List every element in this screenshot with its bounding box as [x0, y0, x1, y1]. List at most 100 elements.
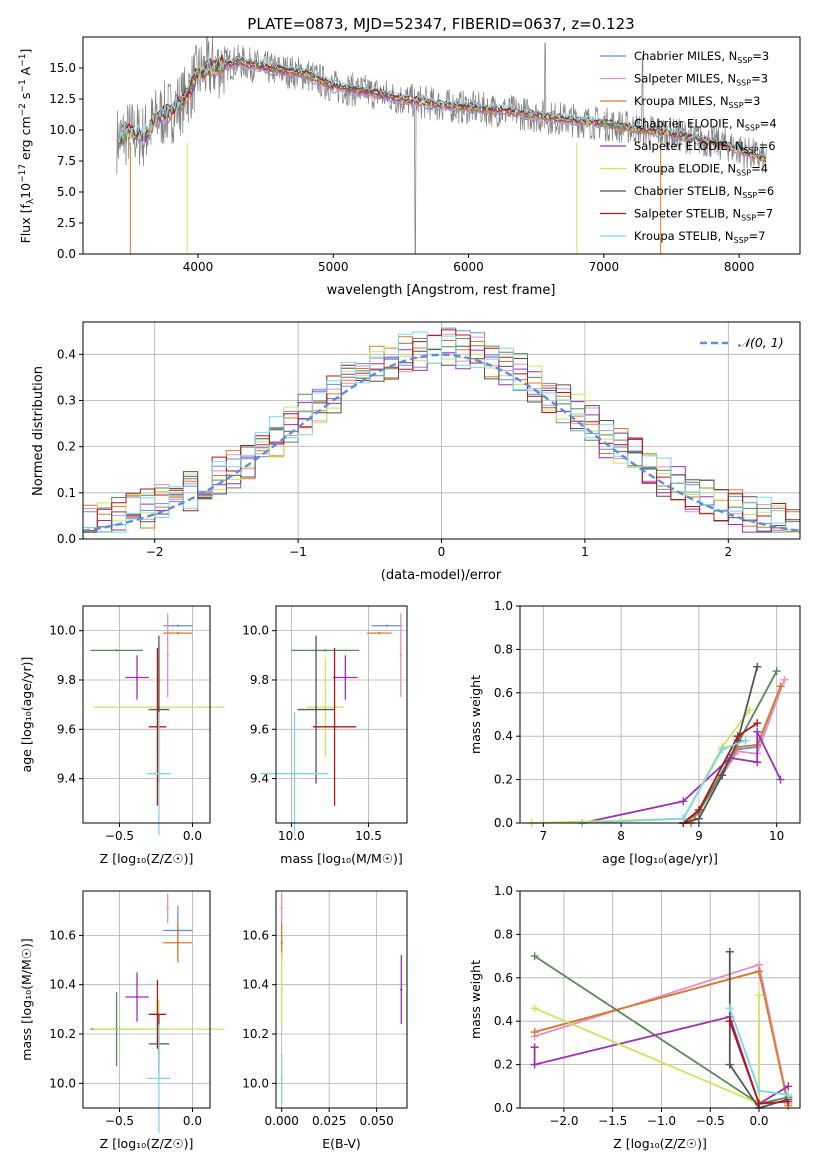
mass_weight_vs_Z-xlabel: Z [log₁₀(Z/Z☉)]: [613, 1136, 707, 1151]
legend-value: =4: [751, 162, 768, 176]
age_vs_mass-xtick-label: 10.0: [278, 829, 305, 843]
marker-salpeter_elodie: [753, 758, 762, 767]
age_vs_Z-ytick-label: 10.0: [49, 624, 76, 638]
marker-kroupa_miles: [755, 967, 764, 976]
mass_vs_ebv-ytick-label: 10.4: [242, 978, 269, 992]
marker-kroupa_miles: [776, 682, 785, 691]
legend-label-salpeter_miles: Salpeter MILES, NSSP=3: [634, 72, 768, 88]
legend-label-salpeter_elodie: Salpeter ELODIE, NSSP=6: [634, 139, 776, 155]
age_vs_Z-ytick-label: 9.8: [57, 673, 76, 687]
mass_weight_vs_age-xtick-label: 10: [769, 829, 784, 843]
point-chabrier_miles: [176, 624, 180, 627]
mass_weight_vs_age-ytick-label: 1.0: [494, 599, 513, 613]
mass-vs-Z-panel: −0.5 0.0 10.0 10.2 10.4 10.6 Z [log₁₀(Z/Z☉)] ma…: [19, 890, 225, 1151]
mass_weight_vs_age-ytick-label: 0.4: [494, 729, 513, 743]
series-salpeter_miles: [690, 679, 786, 824]
mass_weight_vs_Z-ytick-label: 0.6: [494, 971, 513, 985]
mass_vs_ebv-frame: [275, 890, 408, 1109]
mass_vs_Z-ytick-label: 10.4: [49, 978, 76, 992]
series-salpeter_stelib: [682, 722, 758, 824]
point-kroupa_stelib: [293, 772, 296, 775]
marker-salpeter_elodie: [776, 775, 785, 784]
point-salpeter_elodie: [135, 995, 139, 999]
series-kroupa_elodie: [531, 709, 751, 824]
age_vs_Z-ytick-label: 9.6: [57, 722, 76, 736]
residuals-ytick-label: 0.2: [57, 440, 76, 454]
mass_weight_vs_age-xtick-label: 7: [540, 829, 548, 843]
residuals-xtick-label: 0: [438, 545, 446, 559]
marker-kroupa_stelib: [755, 1086, 764, 1095]
marker-salpeter_stelib: [733, 732, 742, 741]
legend-label-normal: 𝒩(0, 1): [738, 335, 784, 350]
legend-label-kroupa_stelib: Kroupa STELIB, NSSP=7: [634, 229, 765, 245]
point-salpeter_miles: [166, 654, 169, 657]
marker-salpeter_stelib: [753, 719, 762, 728]
mass_vs_Z-ytick-label: 10.6: [49, 928, 76, 942]
mass_vs_Z-ylabel: mass [log₁₀(M/M☉)]: [19, 938, 34, 1060]
legend-label-chabrier_elodie: Chabrier ELODIE, NSSP=4: [634, 117, 777, 133]
series-kroupa_stelib: [582, 739, 746, 824]
legend-label-kroupa_miles: Kroupa MILES, NSSP=3: [634, 94, 760, 110]
marker-kroupa_stelib: [679, 814, 688, 823]
mass_weight_vs_Z-ytick-label: 0.2: [494, 1058, 513, 1072]
legend-subscript: SSP: [736, 79, 751, 88]
age_vs_mass-ytick-label: 9.6: [250, 722, 269, 736]
legend-value: =3: [744, 94, 761, 108]
age_vs_mass-ytick-label: 9.8: [250, 673, 269, 687]
point-chabrier_elodie: [115, 649, 118, 652]
age-vs-mass-panel: 10.0 10.5 9.4 9.6 9.8 10.0 mass [log₁₀(M/M☉)]: [242, 605, 408, 866]
marker-salpeter_stelib: [725, 1017, 734, 1026]
marker-salpeter_miles: [780, 675, 789, 684]
marker-salpeter_elodie: [679, 797, 688, 806]
point-chabrier_stelib: [314, 708, 318, 711]
point-chabrier_stelib: [157, 708, 161, 711]
legend-subscript: SSP: [736, 169, 751, 178]
mass_weight_vs_age-ytick-label: 0.0: [494, 816, 513, 830]
age_vs_Z-xtick-label: −0.5: [105, 829, 134, 843]
residuals-frame: [82, 321, 801, 540]
marker-kroupa_stelib: [784, 1090, 793, 1099]
marker-salpeter_elodie: [784, 1082, 793, 1091]
spectrum-xtick-label: 6000: [453, 260, 484, 274]
mass_weight_vs_Z-xtick-label: 0.0: [749, 1114, 768, 1128]
mass_vs_ebv-xtick-label: 0.000: [265, 1114, 299, 1128]
marker-salpeter_elodie: [530, 1060, 539, 1069]
age_vs_Z-ylabel: age [log₁₀(age/yr)]: [19, 657, 34, 773]
marker-kroupa_miles: [530, 1028, 539, 1037]
legend-value: =7: [756, 207, 773, 221]
mass_weight_vs_age-xlabel: age [log₁₀(age/yr)]: [602, 851, 718, 866]
point-kroupa_miles: [378, 631, 381, 635]
point-salpeter_elodie: [400, 988, 403, 991]
mass_vs_ebv-xlabel: E(B-V): [322, 1136, 361, 1151]
age_vs_Z-xtick-label: 0.0: [183, 829, 202, 843]
spectrum-xtick-label: 8000: [724, 260, 755, 274]
point-kroupa_miles: [280, 941, 283, 944]
legend-subscript: SSP: [745, 124, 760, 133]
marker-salpeter_elodie: [530, 1043, 539, 1052]
marker-kroupa_elodie: [745, 706, 754, 715]
marker-kroupa_elodie: [755, 991, 764, 1000]
residuals-ytick-label: 0.4: [57, 347, 76, 361]
spectrum-ylabel: Flux [fλ10−17 erg cm−2 s−1 A−1]: [18, 49, 36, 244]
age_vs_Z-ytick-label: 9.4: [57, 772, 76, 786]
legend-label-chabrier_stelib: Chabrier STELIB, NSSP=6: [634, 184, 774, 200]
residuals-xtick-label: −2: [146, 545, 164, 559]
residuals-ytick-label: 0.0: [57, 532, 76, 546]
point-chabrier_elodie: [324, 649, 327, 652]
spectrum-xtick-label: 5000: [318, 260, 349, 274]
spectrum-ytick-label: 7.5: [57, 154, 76, 168]
residuals-ytick-label: 0.1: [57, 486, 76, 500]
mass_weight_vs_Z-xtick-label: −0.5: [696, 1114, 725, 1128]
spectrum-xtick-label: 7000: [589, 260, 620, 274]
legend-value: =4: [760, 117, 777, 131]
legend-value: =6: [759, 139, 776, 153]
point-salpeter_stelib: [156, 725, 159, 729]
point-salpeter_elodie: [344, 676, 347, 679]
mass_vs_ebv-ytick-label: 10.2: [242, 1027, 269, 1041]
point-salpeter_miles: [280, 907, 283, 910]
mass_weight_vs_Z-ytick-label: 0.4: [494, 1014, 513, 1028]
mass_vs_ebv-ytick-label: 10.0: [242, 1076, 269, 1090]
point-kroupa_miles: [176, 941, 180, 944]
marker-chabrier_elodie: [530, 952, 539, 961]
legend-label-salpeter_stelib: Salpeter STELIB, NSSP=7: [634, 207, 773, 223]
